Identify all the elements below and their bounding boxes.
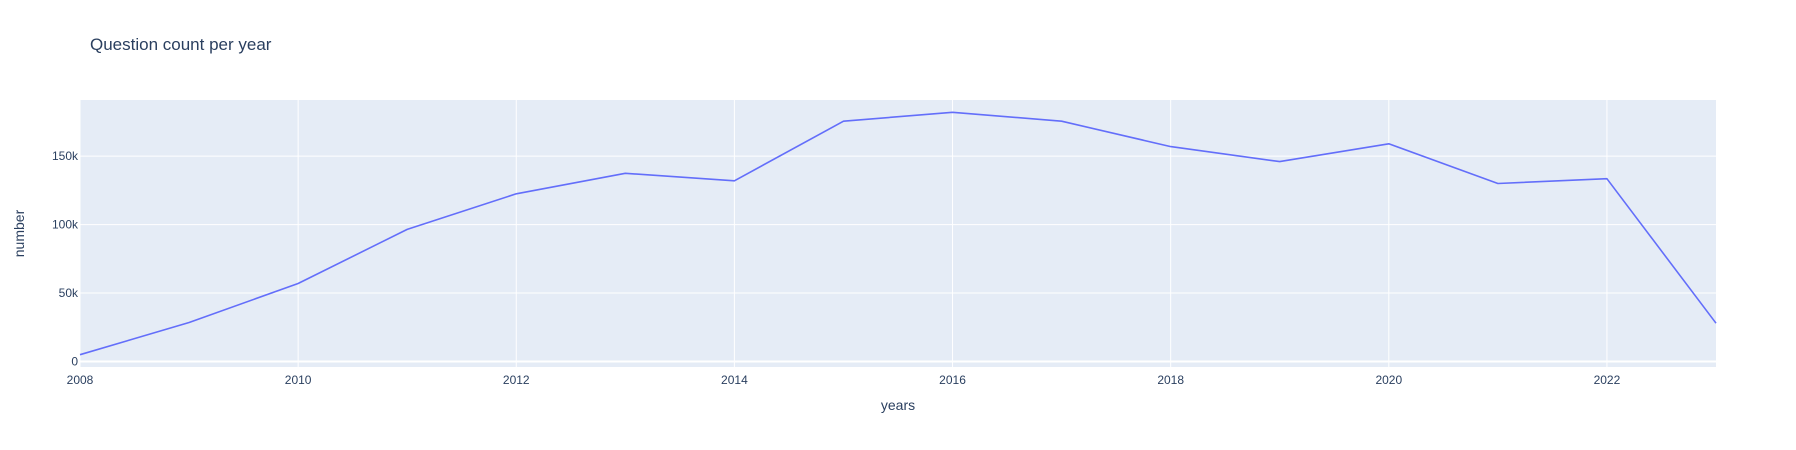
y-tick-label: 100k: [52, 218, 79, 232]
y-axis-title: number: [11, 209, 27, 257]
chart-title: Question count per year: [90, 35, 272, 54]
x-tick-label: 2010: [285, 373, 312, 387]
x-axis-title: years: [881, 397, 915, 413]
x-tick-label: 2014: [721, 373, 748, 387]
x-tick-label: 2020: [1375, 373, 1402, 387]
x-tick-label: 2012: [503, 373, 530, 387]
tick-labels: 2008 2010 2012 2014 2016 2018 2020 2022 0 50k 100k…: [52, 149, 1621, 387]
x-tick-label: 2022: [1594, 373, 1621, 387]
y-tick-label: 0: [71, 355, 78, 369]
x-tick-label: 2018: [1157, 373, 1184, 387]
grid-lines: [79, 100, 1716, 367]
x-tick-label: 2008: [67, 373, 94, 387]
series-line: [79, 111, 1717, 356]
y-tick-label: 150k: [52, 149, 79, 163]
series-layer: [79, 111, 1717, 356]
plot-area: [80, 100, 1716, 367]
y-tick-label: 50k: [59, 286, 79, 300]
x-tick-label: 2016: [939, 373, 966, 387]
